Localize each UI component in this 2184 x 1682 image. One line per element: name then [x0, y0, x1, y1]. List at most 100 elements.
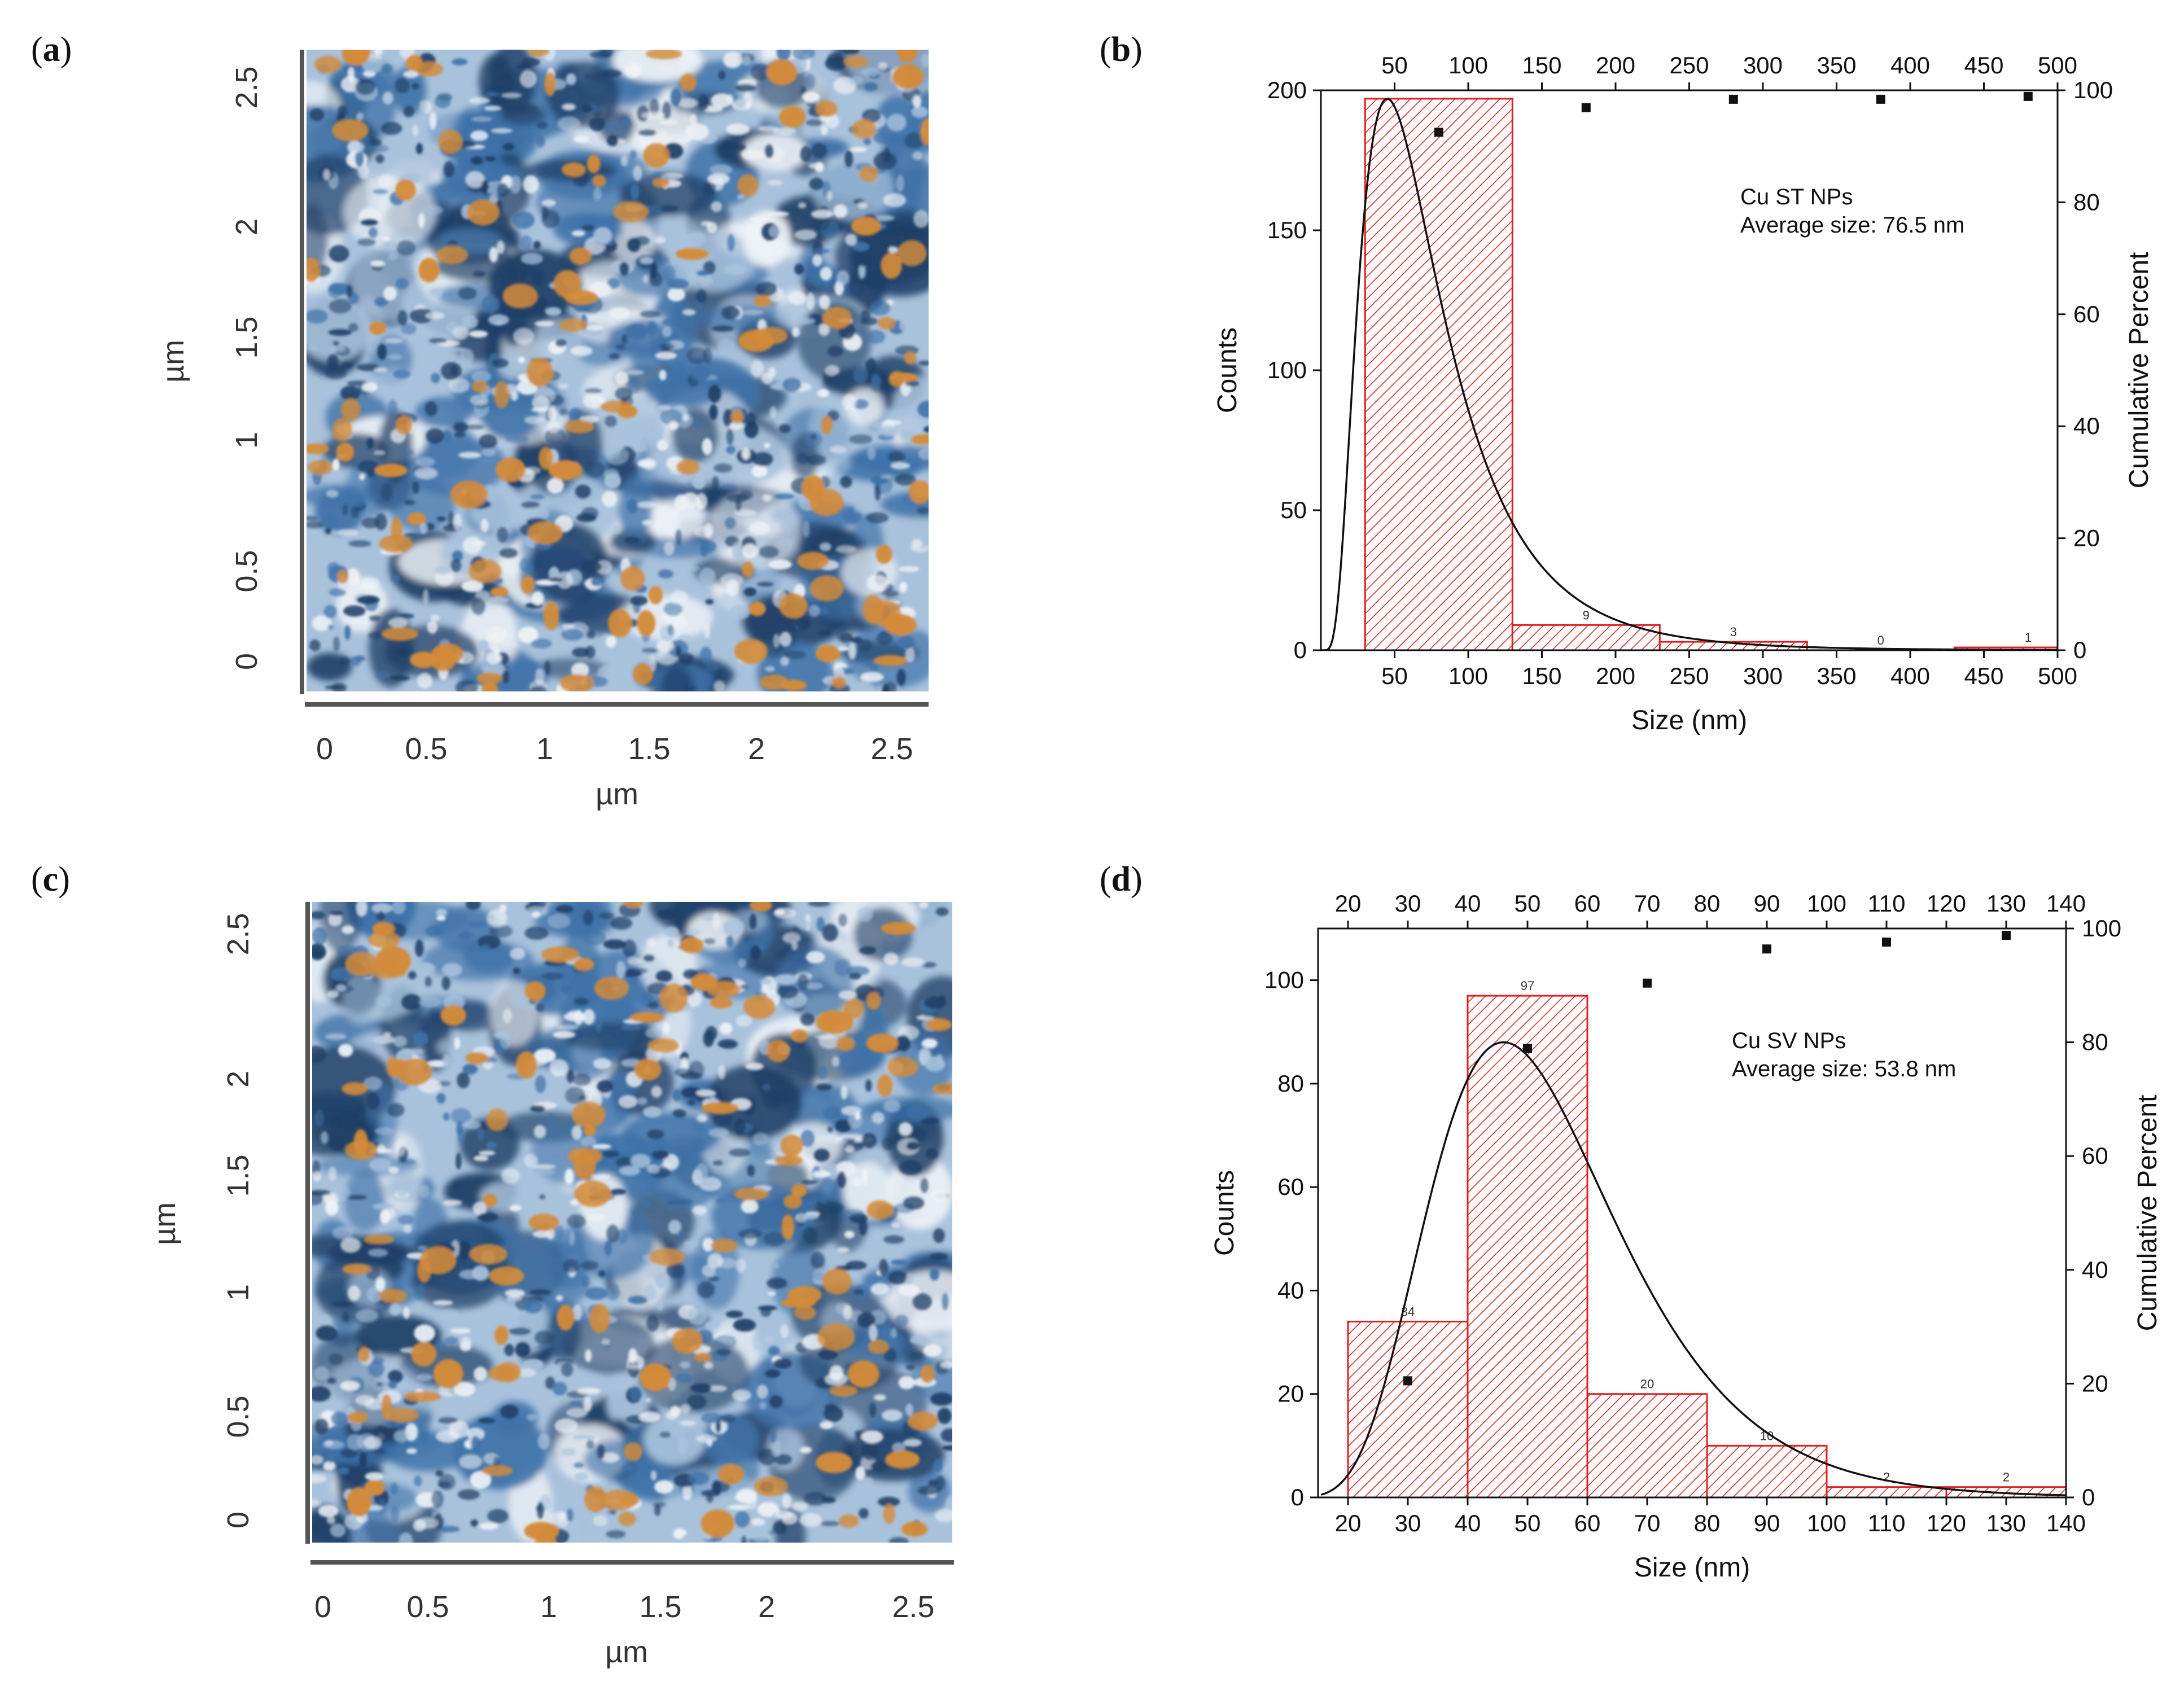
afm-grain — [683, 1241, 700, 1247]
afm-orange-grain — [643, 143, 669, 168]
afm-grain — [646, 938, 656, 948]
afm-grain — [416, 1373, 433, 1381]
afm-grain — [631, 439, 647, 453]
afm-grain — [532, 1164, 556, 1169]
afm-grain — [762, 1084, 771, 1091]
afm-grain — [583, 1009, 595, 1025]
afm-grain — [436, 1093, 446, 1104]
afm-grain — [849, 637, 863, 644]
afm-grain — [487, 1509, 509, 1523]
afm-grain — [634, 236, 650, 246]
afm-grain — [818, 1033, 840, 1049]
afm-grain — [904, 133, 925, 149]
afm-grain — [644, 1284, 657, 1302]
afm-grain — [342, 503, 348, 515]
afm-grain — [377, 910, 386, 921]
afm-orange-grain — [737, 174, 759, 197]
afm-grain — [414, 467, 438, 480]
afm-grain — [450, 365, 458, 376]
afm-grain — [374, 1447, 385, 1455]
afm-orange-grain — [640, 1363, 671, 1391]
afm-orange-grain — [543, 601, 559, 630]
afm-grain — [348, 1285, 361, 1302]
histogram-b-annotation-average: Average size: 76.5 nm — [1740, 213, 1964, 238]
afm-y-tick-label: 2 — [230, 218, 264, 235]
afm-grain — [756, 581, 774, 587]
afm-grain — [803, 520, 810, 538]
x-tick-label: 30 — [1395, 1510, 1421, 1536]
afm-grain — [556, 571, 574, 589]
afm-grain — [422, 205, 443, 215]
afm-grain — [523, 466, 541, 475]
afm-orange-grain — [482, 1465, 513, 1477]
afm-grain — [374, 367, 388, 373]
afm-grain — [745, 1062, 764, 1071]
afm-orange-grain — [471, 380, 488, 393]
afm-orange-grain — [890, 373, 918, 382]
afm-grain — [563, 1012, 587, 1022]
x-top-tick-label: 200 — [1596, 52, 1635, 78]
afm-grain — [414, 1324, 435, 1342]
afm-orange-grain — [680, 73, 697, 92]
afm-grain — [688, 1471, 710, 1485]
afm-grain — [467, 921, 487, 927]
afm-grain — [325, 366, 347, 379]
afm-grain — [732, 1389, 751, 1401]
afm-grain — [404, 533, 418, 538]
histogram-b-ticks: 5050100100150150200200250250300300350350… — [1267, 52, 2113, 689]
afm-grain — [666, 1263, 685, 1278]
afm-grain — [346, 568, 360, 586]
afm-orange-grain — [822, 1268, 852, 1295]
afm-grain — [501, 1168, 520, 1184]
afm-grain — [774, 493, 795, 500]
afm-grain — [638, 130, 658, 136]
afm-image-a: 0 0.5 1 1.5 2 2.5 0 0.5 1 1.5 2 2.5 µm µm — [156, 50, 929, 811]
afm-grain — [388, 252, 397, 261]
afm-texture-region — [489, 980, 539, 1046]
afm-grain — [370, 260, 386, 267]
afm-grain — [461, 315, 478, 329]
afm-grain — [436, 916, 446, 921]
afm-grain — [519, 557, 533, 572]
afm-grain — [585, 1349, 592, 1363]
afm-grain — [942, 1445, 952, 1451]
afm-grain — [419, 99, 427, 113]
afm-grain — [415, 1517, 439, 1529]
afm-grain — [435, 1341, 447, 1351]
x-top-tick-label: 120 — [1927, 890, 1966, 917]
afm-orange-grain — [904, 352, 916, 365]
afm-grain — [368, 227, 378, 238]
afm-orange-grain — [573, 957, 594, 971]
afm-orange-grain — [742, 562, 754, 577]
afm-grain — [488, 596, 510, 604]
afm-grain — [454, 431, 466, 438]
afm-grain — [323, 1461, 336, 1471]
afm-grain — [729, 605, 750, 620]
afm-grain — [601, 1150, 620, 1158]
afm-grain — [400, 323, 417, 335]
histogram-bar-label: 2 — [2003, 1470, 2010, 1484]
afm-grain — [713, 1110, 733, 1127]
afm-grain — [697, 1281, 715, 1299]
afm-orange-grain — [589, 1304, 610, 1333]
afm-grain — [933, 1459, 943, 1473]
y2-tick-label: 40 — [2073, 413, 2100, 439]
afm-grain — [465, 902, 481, 910]
afm-grain — [806, 119, 822, 126]
afm-grain — [524, 1154, 538, 1168]
afm-grain — [375, 154, 384, 164]
afm-grain — [806, 950, 825, 963]
afm-x-tick-label: 1 — [536, 732, 553, 766]
afm-orange-grain — [877, 1074, 893, 1097]
x-top-tick-label: 350 — [1817, 52, 1856, 78]
afm-grain — [390, 1505, 400, 1523]
afm-grain — [339, 657, 351, 665]
histogram-d-y-label: Counts — [1210, 1170, 1240, 1256]
afm-grain — [465, 171, 485, 188]
afm-orange-grain — [816, 1010, 854, 1035]
afm-grain — [489, 247, 498, 263]
cumulative-point — [1581, 103, 1591, 112]
afm-orange-grain — [526, 358, 553, 387]
afm-grain — [356, 363, 379, 371]
afm-grain — [336, 944, 357, 957]
